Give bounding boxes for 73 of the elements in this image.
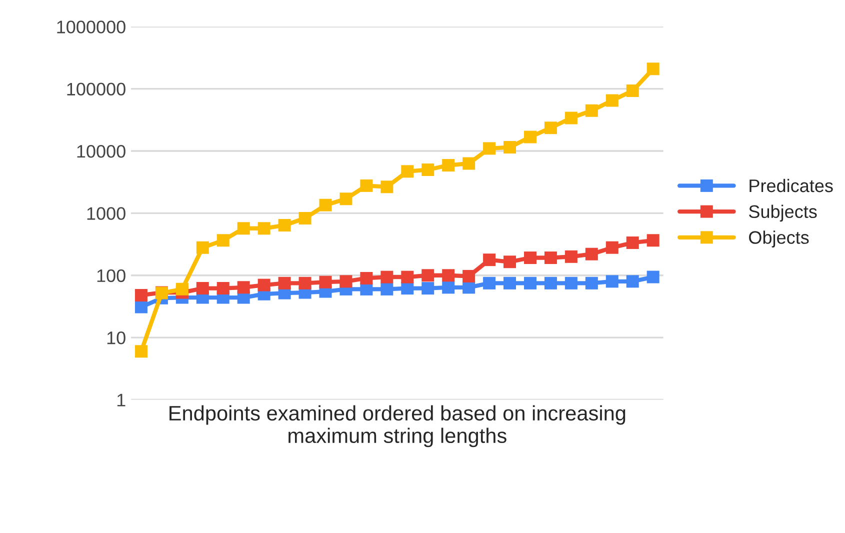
point: [258, 222, 270, 235]
point: [360, 179, 373, 192]
point: [524, 252, 536, 264]
point: [134, 300, 148, 314]
point: [646, 62, 660, 76]
point: [196, 282, 209, 295]
point: [504, 256, 516, 268]
point: [646, 270, 660, 284]
point: [319, 276, 332, 288]
point: [504, 140, 516, 154]
legend-label: Subjects: [749, 204, 817, 222]
point: [483, 254, 496, 266]
y-tick-label: 10: [107, 332, 126, 344]
point: [237, 281, 250, 294]
point: [278, 219, 291, 232]
point: [134, 288, 148, 302]
point: [626, 236, 639, 249]
point: [442, 281, 455, 294]
y-tick-label: 10000: [77, 144, 126, 158]
point: [483, 142, 496, 155]
point: [422, 269, 434, 282]
point: [442, 269, 455, 282]
point: [646, 234, 660, 247]
point: [462, 270, 476, 282]
point: [196, 241, 209, 254]
point: [544, 252, 557, 264]
point: [422, 282, 434, 295]
point: [626, 84, 639, 98]
point: [340, 192, 352, 206]
y-tick-label: 1: [117, 394, 126, 406]
point: [564, 112, 578, 124]
point: [544, 276, 557, 290]
point: [564, 276, 578, 290]
point: [504, 276, 516, 290]
point: [237, 222, 250, 235]
point: [606, 94, 618, 107]
point: [524, 276, 536, 290]
point: [606, 241, 618, 254]
y-tick-label: 100: [97, 269, 126, 282]
point: [442, 159, 455, 172]
point: [524, 130, 536, 144]
point: [216, 282, 230, 295]
point: [585, 104, 598, 117]
point: [319, 198, 332, 212]
point: [176, 282, 188, 296]
y-tick-label: 1000000: [57, 20, 126, 34]
point: [380, 270, 394, 284]
point: [360, 272, 373, 284]
point: [298, 276, 312, 290]
x-axis-title: Endpoints examined ordered based on increasing maximum string lengths: [170, 405, 626, 448]
point: [401, 270, 414, 284]
point: [585, 248, 598, 260]
legend-label: Predicates: [750, 178, 833, 192]
y-tick-label: 1000: [87, 207, 126, 220]
legend-label: Objects: [749, 230, 809, 248]
point: [380, 282, 394, 296]
point: [626, 275, 639, 288]
point: [462, 157, 476, 170]
point: [380, 180, 394, 194]
point: [340, 275, 352, 288]
point: [258, 278, 270, 292]
point: [278, 276, 291, 290]
y-tick-label: 100000: [67, 82, 126, 96]
point: [422, 163, 434, 176]
point: [606, 275, 618, 288]
point: [585, 276, 598, 290]
point: [544, 122, 557, 134]
point: [298, 212, 312, 224]
point: [401, 165, 414, 178]
point: [216, 234, 230, 247]
point: [134, 345, 148, 358]
point: [483, 276, 496, 290]
point: [564, 250, 578, 263]
